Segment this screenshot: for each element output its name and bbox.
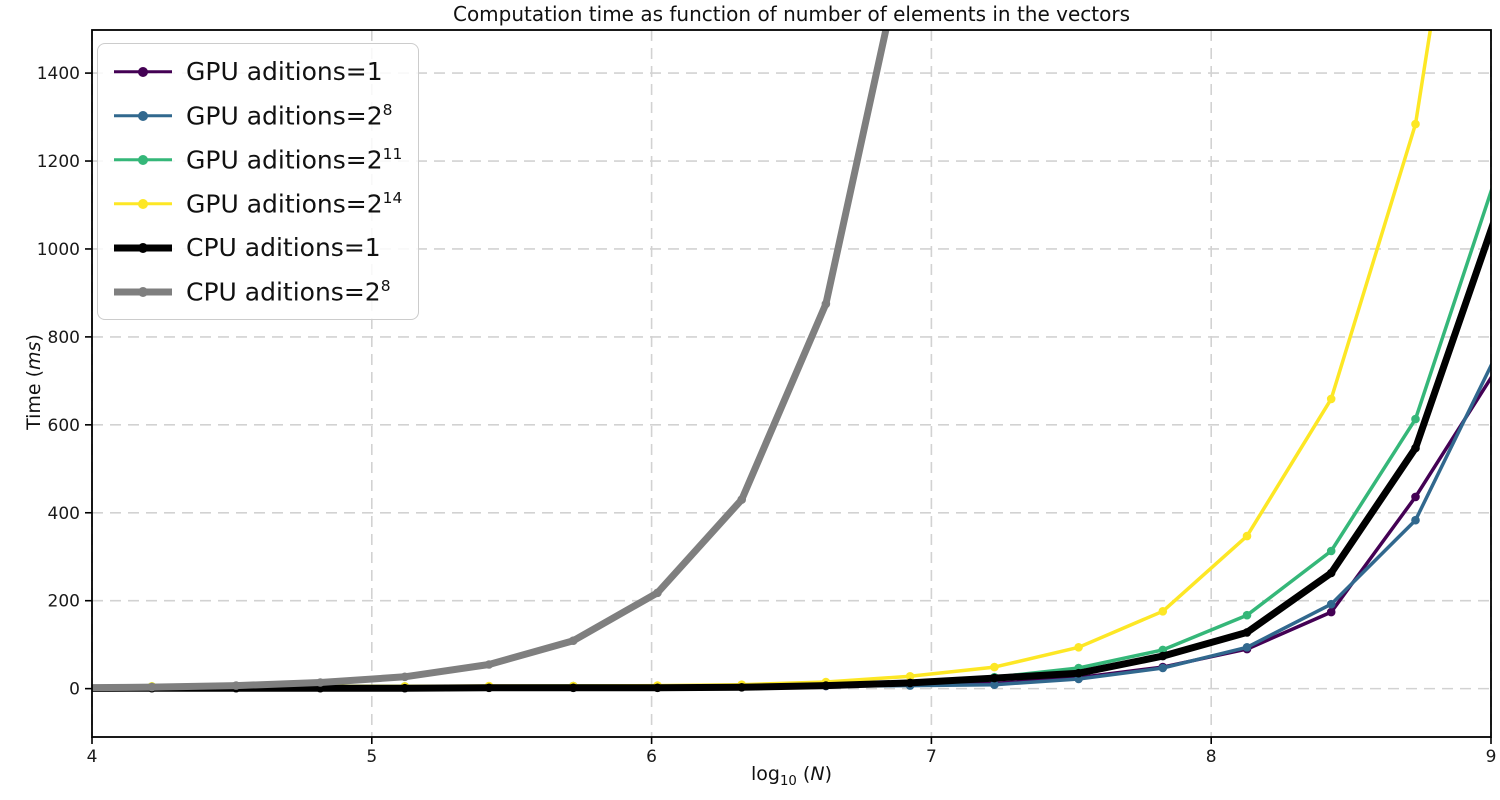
xlabel-n: N [810,763,825,785]
legend-item-6: CPU aditions=28 [114,274,402,309]
xlabel-log: log [751,763,780,785]
legend-line-swatch [114,242,172,254]
axes-spines [91,29,1492,738]
legend-line-swatch [114,198,172,210]
y-tick-label: 1000 [37,240,80,260]
legend-item-2: GPU aditions=28 [114,98,402,133]
y-tick-label: 0 [69,680,80,700]
legend-label: CPU aditions=28 [186,276,391,307]
legend-line-swatch [114,286,172,298]
y-tick-label: 800 [48,328,80,348]
series-cpu-aditions-2-8 [92,30,890,692]
legend-label: GPU aditions=28 [186,100,393,131]
xlabel-sub: 10 [779,773,797,789]
legend-label: GPU aditions=1 [186,57,383,86]
xlabel-close: ) [824,763,832,785]
legend-line-swatch [114,110,172,122]
y-tick-label: 600 [48,416,80,436]
chart-title: Computation time as function of number o… [452,2,1130,26]
legend-item-5: CPU aditions=1 [114,230,402,265]
legend-item-4: GPU aditions=214 [114,186,402,221]
series-layer [92,30,1491,693]
y-tick-label: 200 [48,592,80,612]
y-tick-label: 400 [48,504,80,524]
x-tick-label: 7 [926,747,937,767]
ylabel-close: ) [23,334,45,342]
legend-item-1: GPU aditions=1 [114,54,402,89]
legend-item-3: GPU aditions=211 [114,142,402,177]
x-axis-label: log10 (N) [92,763,1491,789]
y-axis-label: Time (ms) [23,322,45,442]
legend-label: GPU aditions=214 [186,188,403,219]
x-tick-label: 4 [87,747,98,767]
ylabel-ms: ms [23,341,45,370]
x-tick-label: 9 [1486,747,1497,767]
legend: GPU aditions=1 GPU aditions=28 GPU adition… [97,43,420,320]
y-tick-label: 1400 [37,64,80,84]
legend-label: CPU aditions=1 [186,233,381,262]
y-tick-label: 1200 [37,152,80,172]
tick-labels: 4 5 6 7 8 9 0 200 400 600 800 1000 1200 1400 [37,64,1497,767]
legend-line-swatch [114,154,172,166]
xlabel-open: ( [796,763,811,785]
x-tick-label: 8 [1206,747,1217,767]
ylabel-prefix: Time ( [23,369,45,430]
x-tick-label: 5 [366,747,377,767]
series-gpu-aditions-2-8 [92,361,1491,692]
legend-line-swatch [114,66,172,78]
x-tick-label: 6 [646,747,657,767]
legend-label: GPU aditions=211 [186,144,403,175]
